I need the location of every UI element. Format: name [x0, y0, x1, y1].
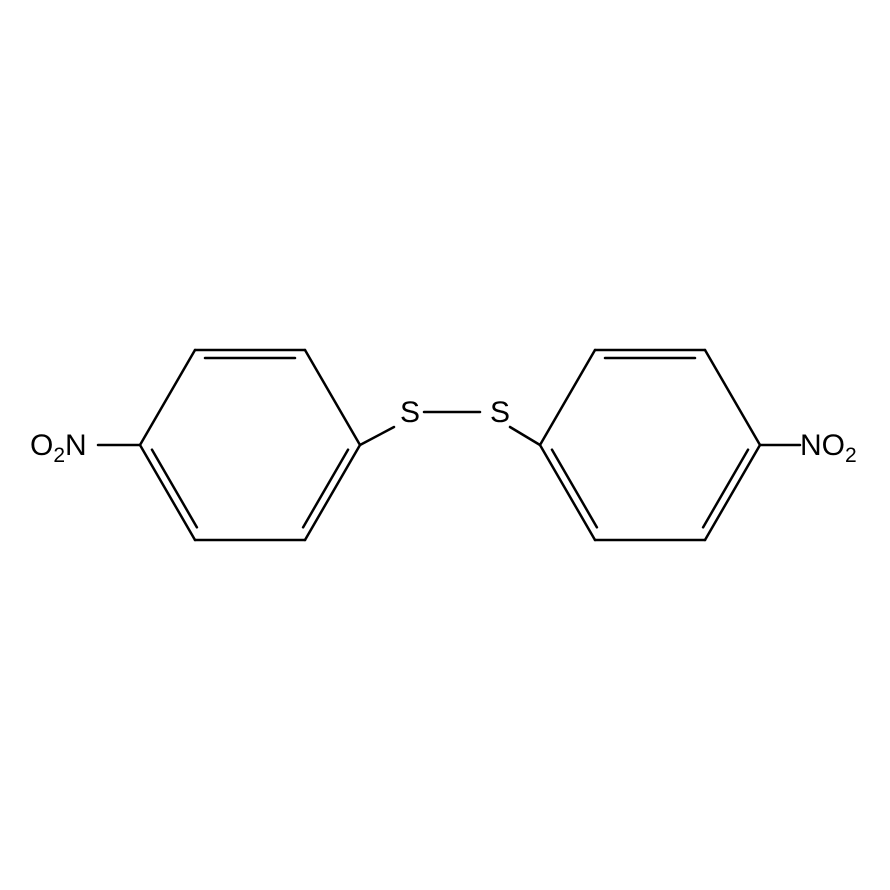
sulfur-1-label: S: [400, 396, 420, 430]
molecule-svg: [0, 0, 890, 890]
left-nitro-label: O2N: [30, 429, 87, 463]
sulfur-2-label: S: [490, 396, 510, 430]
right-nitro-label: NO2: [800, 429, 857, 463]
